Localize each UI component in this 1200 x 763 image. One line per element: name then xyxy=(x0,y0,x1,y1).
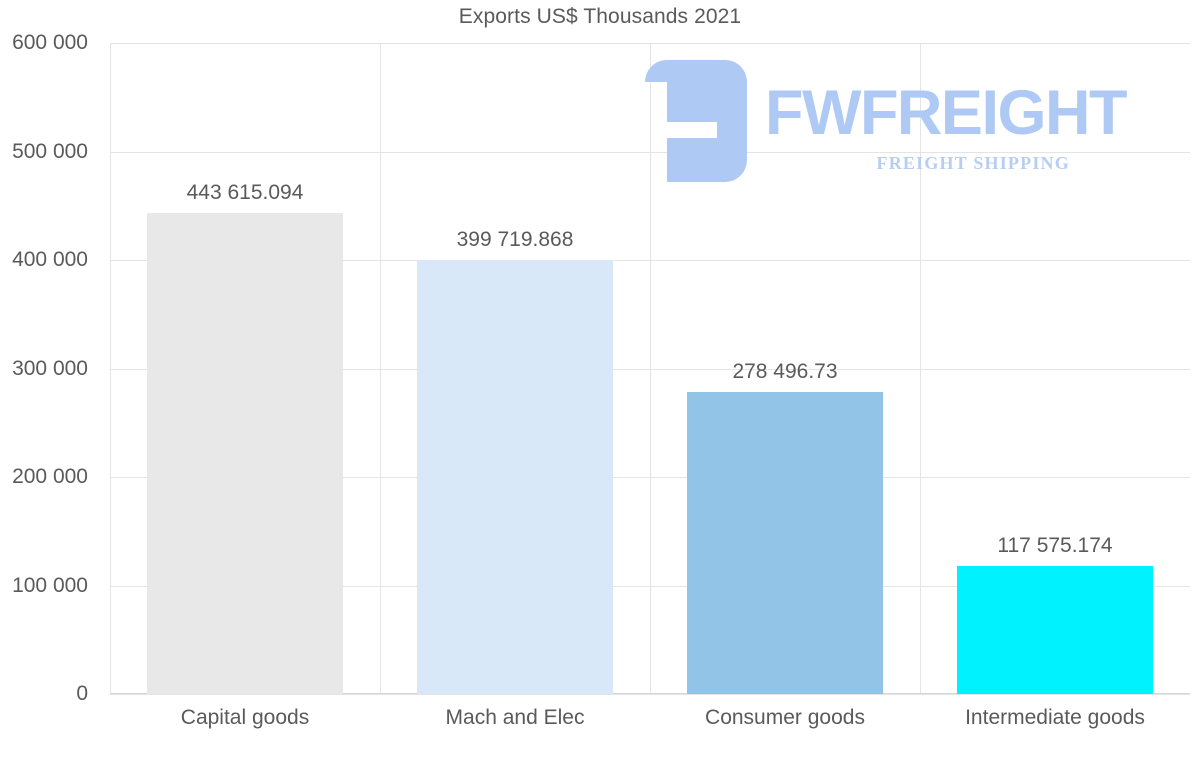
bar-value-label: 278 496.73 xyxy=(732,359,838,383)
plot-area: 443 615.094 399 719.868 278 496.73 117 575.… xyxy=(110,43,1190,695)
x-axis-category-label: Consumer goods xyxy=(705,706,865,729)
y-axis-tick-label: 100 000 xyxy=(12,573,88,597)
x-axis-category-label: Intermediate goods xyxy=(965,706,1145,729)
x-axis-category-label: Capital goods xyxy=(180,706,310,729)
bar[interactable] xyxy=(957,566,1153,694)
bar-value-label: 117 575.174 xyxy=(997,534,1113,558)
y-axis-tick-label: 400 000 xyxy=(12,248,88,271)
y-axis-tick-label: 300 000 xyxy=(12,356,88,380)
y-axis-line xyxy=(110,43,111,694)
bar-value-label: 443 615.094 xyxy=(186,180,304,204)
bar[interactable] xyxy=(687,391,883,694)
x-axis-category-label: Mach and Elec xyxy=(445,706,585,729)
gridline-vertical xyxy=(650,43,651,694)
gridline-horizontal xyxy=(110,694,1190,695)
y-axis-tick-label: 0 xyxy=(76,682,88,705)
chart-title: Exports US$ Thousands 2021 xyxy=(458,5,742,28)
gridline-vertical xyxy=(380,43,381,694)
bar[interactable] xyxy=(147,212,343,694)
bar-value-label: 399 719.868 xyxy=(456,228,574,252)
y-axis-tick-label: 500 000 xyxy=(12,139,88,163)
y-axis-tick-label: 600 000 xyxy=(12,31,88,54)
gridline-vertical xyxy=(920,43,921,694)
bar[interactable] xyxy=(417,260,613,694)
y-axis-tick-label: 200 000 xyxy=(12,465,88,488)
x-axis-line xyxy=(110,693,1190,694)
